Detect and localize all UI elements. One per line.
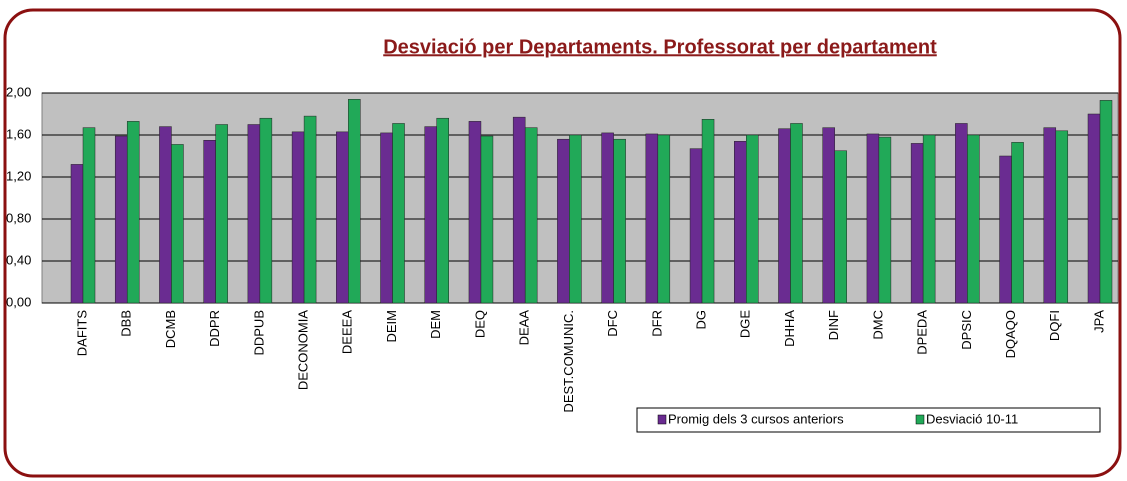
x-tick-label: DEIM [384,310,399,343]
bar [82,127,96,304]
x-tick-label: DAFITS [74,310,89,357]
bar [380,132,393,304]
bar [834,150,847,304]
x-tick-label: DEQ [472,310,487,338]
bar [955,123,968,304]
bar [613,138,626,304]
bar [524,127,538,304]
bar [701,119,715,304]
bar [259,117,273,304]
x-tick-label: DGE [738,310,753,339]
legend-swatch [915,414,925,425]
bar [468,121,482,304]
bar [734,141,747,304]
bar [922,134,936,304]
y-tick-label: 0,40 [6,252,31,267]
bar [1099,100,1113,304]
y-tick-label: 2,00 [6,84,31,99]
bar [866,133,880,304]
x-tick-label: DCMB [163,310,178,348]
x-tick-label: DFR [649,310,664,337]
bar [910,143,924,304]
bar [512,116,526,304]
bar [778,128,791,304]
bar [999,155,1012,304]
bar [1011,142,1024,304]
x-tick-label: DEEEA [340,310,355,354]
bar [126,121,140,304]
bar [70,164,84,304]
bar [159,126,172,304]
bar [790,123,803,304]
bar [291,131,305,304]
x-tick-label: DECONOMIA [296,310,311,391]
bar [601,132,614,304]
x-tick-label: DG [693,310,708,330]
bar [878,136,892,304]
x-tick-label: DMC [870,310,885,340]
bar [569,134,582,304]
bar [436,117,449,304]
x-tick-label: DFC [605,310,620,337]
x-tick-label: DEST.COMUNIC. [561,310,576,413]
bar [746,134,759,304]
y-tick-label: 0,80 [6,210,31,225]
bar [822,127,835,304]
legend-label: Desviació 10-11 [926,411,1018,426]
bar [1055,130,1069,304]
bar [657,134,671,304]
bar [348,99,361,304]
legend [636,407,1101,433]
y-tick-label: 1,60 [6,126,31,141]
x-tick-label: DBB [119,310,134,337]
x-tick-label: DDPR [207,310,222,347]
chart-title: Desviació per Departaments. Professorat … [383,36,937,58]
bar [1043,127,1057,304]
bar [645,133,659,304]
x-tick-label: DHHA [782,310,797,347]
legend-swatch [657,414,667,425]
bar [336,131,349,304]
bar [689,148,703,304]
bar [480,135,494,304]
bar [247,124,261,304]
x-tick-label: DQAQO [1003,310,1018,358]
bar [392,123,405,304]
bar [1087,113,1101,304]
bar [215,124,228,304]
legend-label: Promig dels 3 cursos anteriors [668,411,844,426]
x-tick-label: DEAA [517,310,532,346]
y-tick-label: 1,20 [6,168,31,183]
x-tick-label: DDPUB [251,310,266,356]
bar [967,134,980,304]
bar [303,115,317,304]
x-tick-label: DQFI [1047,310,1062,341]
bar [203,140,216,304]
x-tick-label: DPSIC [959,310,974,350]
x-tick-label: DEM [428,310,443,339]
bar [114,135,128,304]
x-tick-label: DINF [826,310,841,340]
bar [557,138,570,304]
y-tick-label: 0,00 [6,294,31,309]
x-tick-label: DPEDA [915,310,930,355]
x-tick-label: JPA [1091,310,1106,333]
bar [424,126,437,304]
bar [171,144,184,304]
